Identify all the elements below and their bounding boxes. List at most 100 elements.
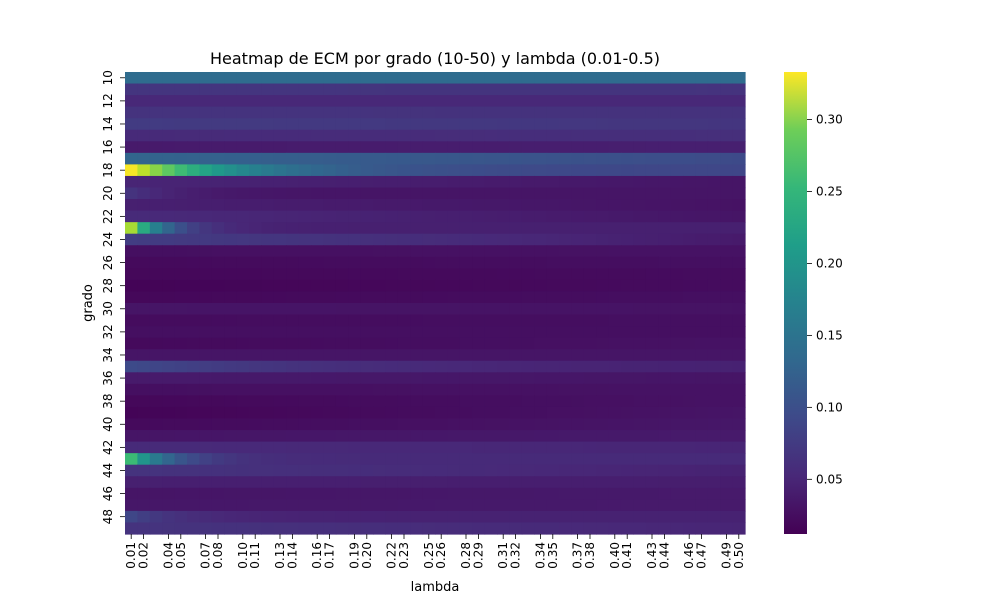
heatmap-cell <box>435 303 448 316</box>
heatmap-cell <box>447 256 461 269</box>
heatmap-cell <box>621 175 634 189</box>
heatmap-cell <box>534 210 548 223</box>
heatmap-cell <box>360 72 374 85</box>
heatmap-cell <box>621 476 634 489</box>
heatmap-cell <box>199 106 213 119</box>
heatmap-cell <box>187 476 200 489</box>
heatmap-cell <box>497 510 510 524</box>
heatmap-cell <box>236 522 250 535</box>
heatmap-cell <box>658 349 672 362</box>
heatmap-cell <box>311 406 324 420</box>
heatmap-cell <box>596 522 610 535</box>
heatmap-cell <box>286 441 300 454</box>
heatmap-cell <box>162 395 176 408</box>
heatmap-cell <box>410 72 424 85</box>
heatmap-cell <box>236 245 250 258</box>
heatmap-cell <box>583 337 597 350</box>
heatmap-cell <box>224 487 238 500</box>
heatmap-cell <box>373 279 386 293</box>
heatmap-cell <box>236 487 250 500</box>
heatmap-cell <box>571 256 585 269</box>
heatmap-cell <box>608 279 622 293</box>
heatmap-cell <box>410 383 424 396</box>
heatmap-cell <box>695 199 709 212</box>
heatmap-cell <box>509 476 523 489</box>
heatmap-cell <box>732 487 746 500</box>
heatmap-cell <box>298 233 312 246</box>
heatmap-cell <box>720 430 734 443</box>
heatmap-cell <box>435 487 448 500</box>
heatmap-cell <box>583 360 597 373</box>
heatmap-cell <box>695 522 709 535</box>
heatmap-cell <box>633 210 647 223</box>
y-tick-label: 48 <box>101 509 115 524</box>
heatmap-cell <box>397 522 411 535</box>
heatmap-cell <box>149 476 163 489</box>
heatmap-cell <box>373 245 386 258</box>
heatmap-cell <box>360 256 374 269</box>
heatmap-cell <box>348 106 362 119</box>
heatmap-cell <box>559 72 572 85</box>
heatmap-cell <box>348 245 362 258</box>
heatmap-cell <box>571 222 585 235</box>
heatmap-cell <box>596 72 610 85</box>
heatmap-cell <box>670 487 684 500</box>
heatmap-cell <box>224 395 238 408</box>
colorbar-tick-label: 0.10 <box>816 400 843 414</box>
heatmap-cell <box>174 291 188 304</box>
heatmap-cell <box>323 418 337 431</box>
heatmap-cell <box>497 256 510 269</box>
heatmap-cell <box>608 418 622 431</box>
heatmap-cell <box>162 164 176 177</box>
heatmap-cell <box>546 522 560 535</box>
heatmap-cell <box>125 233 138 246</box>
heatmap-cell <box>509 326 523 339</box>
heatmap-cell <box>732 418 746 431</box>
heatmap-cell <box>187 406 200 420</box>
x-tick-label: 0.50 <box>732 542 746 569</box>
heatmap-cell <box>559 476 572 489</box>
heatmap-cell <box>286 326 300 339</box>
heatmap-cell <box>199 510 213 524</box>
heatmap-cell <box>199 141 213 154</box>
heatmap-cell <box>633 510 647 524</box>
heatmap-cell <box>137 210 151 223</box>
heatmap-cell <box>472 314 486 327</box>
heatmap-cell <box>298 83 312 96</box>
heatmap-cell <box>348 83 362 96</box>
heatmap-cell <box>125 314 138 327</box>
heatmap-cell <box>658 72 672 85</box>
heatmap-cell <box>249 383 262 396</box>
heatmap-cell <box>137 418 151 431</box>
heatmap-cell <box>707 476 721 489</box>
heatmap-cell <box>162 210 176 223</box>
heatmap-cell <box>645 314 659 327</box>
heatmap-cell <box>633 164 647 177</box>
heatmap-cell <box>497 129 510 142</box>
heatmap-cell <box>683 291 696 304</box>
heatmap-cell <box>373 256 386 269</box>
heatmap-cell <box>348 476 362 489</box>
heatmap-cell <box>435 83 448 96</box>
heatmap-cell <box>497 83 510 96</box>
heatmap-cell <box>521 118 535 131</box>
heatmap-cell <box>596 453 610 466</box>
heatmap-cell <box>236 95 250 108</box>
heatmap-cell <box>497 395 510 408</box>
heatmap-cell <box>621 464 634 477</box>
heatmap-cell <box>162 453 176 466</box>
heatmap-cell <box>683 441 696 454</box>
heatmap-cell <box>298 175 312 189</box>
chart-title: Heatmap de ECM por grado (10-50) y lambd… <box>210 49 660 68</box>
heatmap-cell <box>658 175 672 189</box>
heatmap-cell <box>311 222 324 235</box>
heatmap-cell <box>559 372 572 385</box>
heatmap-cell <box>137 499 151 512</box>
heatmap-cell <box>187 222 200 235</box>
heatmap-cell <box>583 303 597 316</box>
heatmap-cell <box>348 487 362 500</box>
heatmap-cell <box>695 106 709 119</box>
heatmap-cell <box>373 395 386 408</box>
heatmap-cell <box>670 383 684 396</box>
heatmap-cell <box>149 441 163 454</box>
